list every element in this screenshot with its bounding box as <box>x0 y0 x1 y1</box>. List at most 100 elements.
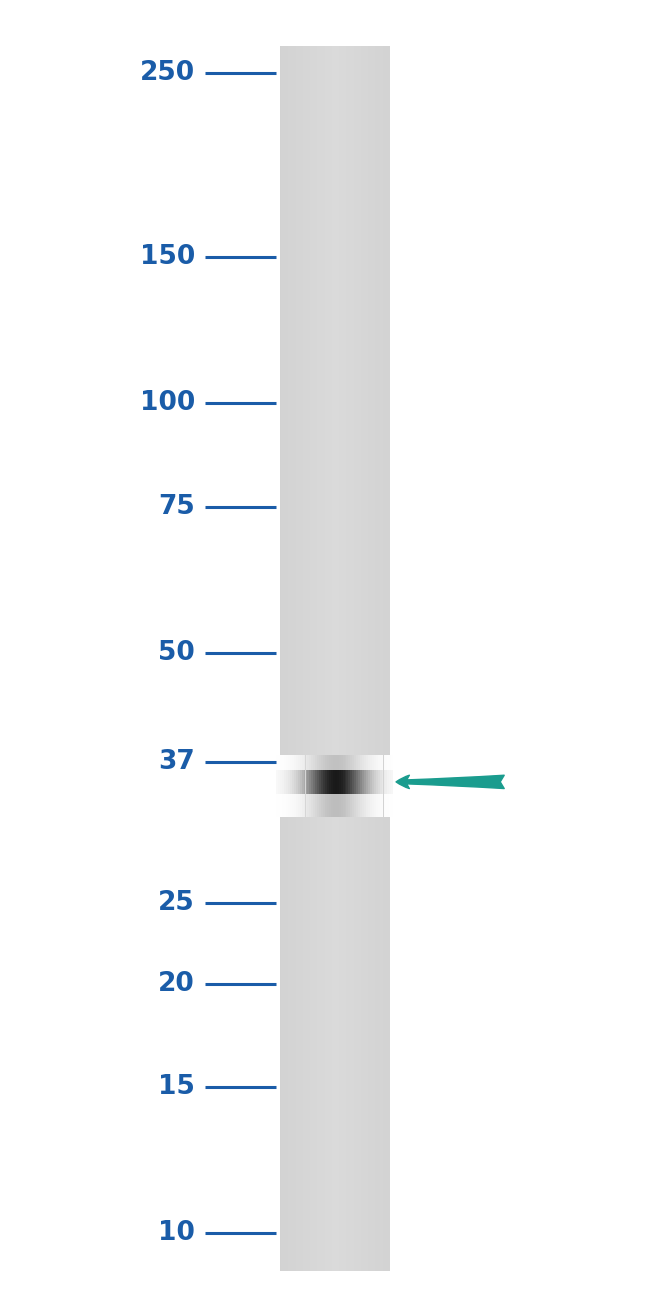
Bar <box>376 46 378 1271</box>
Bar <box>350 770 352 793</box>
Bar <box>307 754 309 770</box>
Bar <box>374 790 376 816</box>
Bar <box>382 790 383 816</box>
Bar <box>343 754 344 770</box>
Bar <box>323 770 325 793</box>
Bar <box>362 770 364 793</box>
Bar <box>335 754 337 770</box>
Bar <box>370 770 372 793</box>
Bar <box>329 770 331 793</box>
Bar <box>368 790 370 816</box>
Bar <box>296 46 298 1271</box>
Bar <box>370 754 372 770</box>
Bar <box>337 770 339 793</box>
Bar <box>387 770 389 793</box>
Bar <box>344 770 346 793</box>
Bar <box>333 770 335 793</box>
Bar <box>376 790 378 816</box>
Bar <box>384 754 385 770</box>
Bar <box>327 790 329 816</box>
Text: 25: 25 <box>158 891 195 916</box>
Text: 15: 15 <box>158 1074 195 1100</box>
Bar <box>306 770 307 793</box>
Bar <box>335 790 337 816</box>
Bar <box>357 46 358 1271</box>
Bar <box>348 790 350 816</box>
Bar <box>353 46 354 1271</box>
Bar <box>378 754 380 770</box>
Bar <box>304 754 306 770</box>
Text: 50: 50 <box>158 641 195 667</box>
Bar <box>360 770 362 793</box>
Bar <box>382 46 383 1271</box>
Bar <box>314 46 315 1271</box>
Bar <box>359 46 361 1271</box>
Bar <box>313 790 315 816</box>
Bar <box>346 46 347 1271</box>
Bar <box>384 770 385 793</box>
Bar <box>325 790 327 816</box>
Bar <box>286 770 288 793</box>
Bar <box>286 754 288 770</box>
Bar <box>296 770 298 793</box>
Bar <box>372 770 374 793</box>
Bar <box>329 790 331 816</box>
Bar <box>339 790 341 816</box>
Bar <box>299 46 300 1271</box>
Bar <box>311 770 313 793</box>
Bar <box>317 46 318 1271</box>
Bar <box>331 770 333 793</box>
Bar <box>374 754 376 770</box>
Bar <box>300 790 302 816</box>
Bar <box>313 770 315 793</box>
Bar <box>369 46 370 1271</box>
Bar <box>348 770 350 793</box>
Bar <box>362 754 364 770</box>
Bar <box>325 754 327 770</box>
Bar <box>387 790 389 816</box>
Bar <box>385 790 387 816</box>
Bar <box>389 790 391 816</box>
Bar <box>284 754 286 770</box>
Bar <box>319 754 321 770</box>
Bar <box>354 770 356 793</box>
Bar <box>391 770 393 793</box>
Bar <box>364 790 366 816</box>
Bar <box>358 754 360 770</box>
Bar <box>339 754 341 770</box>
Bar <box>337 790 339 816</box>
Bar <box>384 790 385 816</box>
Bar <box>374 770 376 793</box>
Bar <box>370 46 372 1271</box>
Bar <box>282 46 283 1271</box>
Bar <box>352 790 354 816</box>
Bar <box>348 754 350 770</box>
Bar <box>343 770 344 793</box>
Bar <box>313 754 315 770</box>
Bar <box>304 770 306 793</box>
Bar <box>318 46 320 1271</box>
Bar <box>350 790 352 816</box>
Bar <box>348 46 350 1271</box>
Bar <box>284 770 286 793</box>
Bar <box>356 754 358 770</box>
Bar <box>384 46 386 1271</box>
Bar <box>383 46 385 1271</box>
Bar <box>380 46 382 1271</box>
Bar <box>333 46 335 1271</box>
Bar <box>300 770 302 793</box>
Bar <box>303 46 304 1271</box>
Bar <box>276 770 278 793</box>
Bar <box>327 754 329 770</box>
Bar <box>320 46 321 1271</box>
Text: 20: 20 <box>158 971 195 997</box>
Bar <box>333 754 335 770</box>
Bar <box>372 790 374 816</box>
Bar <box>329 754 331 770</box>
Text: 250: 250 <box>140 60 195 86</box>
Bar <box>292 754 294 770</box>
Bar <box>352 770 354 793</box>
Bar <box>294 46 296 1271</box>
Bar <box>307 46 309 1271</box>
Bar <box>391 754 393 770</box>
